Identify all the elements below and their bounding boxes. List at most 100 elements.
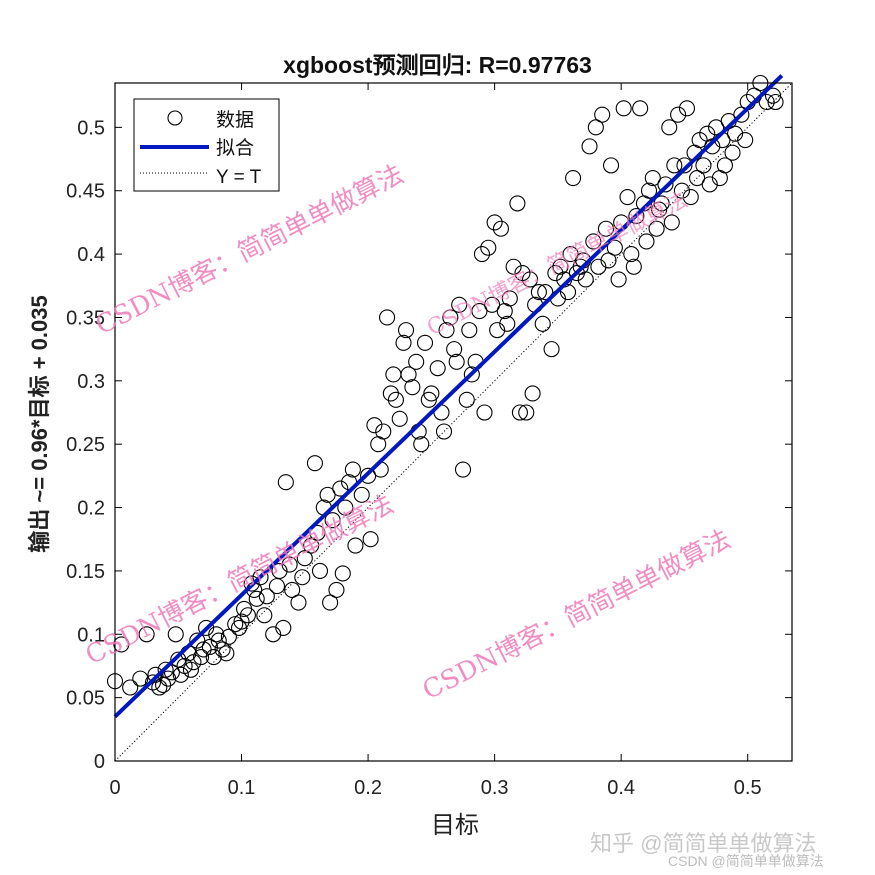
data-point — [628, 208, 645, 225]
data-point — [192, 649, 210, 666]
y-axis-label: 输出 ~= 0.96*目标 + 0.035 — [27, 295, 52, 553]
data-point — [704, 138, 721, 155]
data-point — [400, 366, 417, 383]
data-point — [600, 252, 617, 269]
watermark-zhihu: 知乎 @简简单单做算法 — [590, 831, 817, 856]
data-point — [758, 93, 775, 111]
y-tick-label: 0.05 — [66, 688, 105, 710]
data-point — [666, 157, 683, 174]
data-point — [499, 315, 516, 332]
data-point — [673, 182, 690, 199]
data-point — [565, 169, 582, 187]
data-point — [522, 271, 539, 288]
fit-line — [113, 74, 784, 719]
data-point — [332, 480, 349, 497]
data-point — [391, 410, 408, 427]
data-point — [587, 119, 604, 136]
data-point — [701, 176, 718, 193]
y-tick-label: 0.25 — [66, 434, 105, 456]
data-point — [144, 674, 162, 691]
data-point — [311, 562, 329, 579]
data-point — [132, 670, 149, 687]
data-point — [670, 106, 687, 123]
data-point — [524, 385, 541, 402]
data-point — [476, 404, 493, 421]
data-point — [416, 334, 434, 351]
data-point — [552, 258, 569, 275]
y-tick-label: 0.3 — [77, 371, 105, 393]
data-point — [344, 461, 361, 478]
data-point — [594, 106, 611, 123]
axes-frame — [114, 82, 793, 762]
data-point — [337, 499, 354, 516]
data-point — [562, 246, 579, 263]
data-point — [233, 613, 250, 630]
data-point — [220, 628, 237, 645]
data-point — [294, 569, 311, 586]
data-point — [461, 322, 478, 339]
data-point — [435, 423, 453, 440]
data-point — [172, 666, 189, 683]
data-point — [404, 379, 421, 396]
data-point — [727, 125, 744, 142]
data-point — [653, 195, 670, 212]
data-point — [252, 569, 269, 586]
data-point — [265, 626, 282, 643]
x-tick-label: 0.3 — [481, 777, 509, 799]
data-point — [505, 258, 522, 275]
data-point — [306, 455, 323, 472]
data-point — [182, 661, 199, 678]
data-point — [764, 87, 782, 104]
data-point — [537, 284, 554, 301]
data-point — [676, 157, 693, 174]
data-point — [353, 486, 370, 503]
data-point — [328, 581, 345, 598]
data-point — [375, 423, 392, 440]
data-point — [733, 106, 750, 123]
data-point — [581, 138, 598, 155]
data-point — [644, 169, 661, 187]
data-point — [492, 220, 510, 237]
data-point — [446, 341, 463, 358]
data-point — [585, 233, 602, 250]
data-point — [610, 271, 627, 288]
data-point — [625, 258, 642, 275]
data-point — [486, 214, 503, 231]
data-point — [248, 590, 265, 607]
data-point — [138, 626, 155, 643]
chart-title: xgboost预测回归: R=0.97763 — [283, 52, 592, 78]
data-point — [122, 679, 139, 696]
data-point — [663, 214, 680, 231]
data-point — [463, 366, 480, 383]
legend-label: 数据 — [216, 109, 254, 131]
data-point — [208, 626, 225, 643]
y-tick-label: 0.35 — [66, 307, 105, 329]
data-point — [501, 290, 518, 307]
legend-label: 拟合 — [216, 137, 254, 159]
data-point — [163, 664, 180, 681]
data-point — [767, 93, 784, 111]
data-point — [218, 645, 235, 662]
data-point — [277, 474, 294, 491]
data-point — [682, 189, 699, 206]
data-point — [284, 581, 301, 598]
data-point — [559, 284, 577, 301]
data-point — [737, 131, 754, 149]
data-point — [632, 100, 649, 117]
data-point — [657, 176, 674, 193]
data-point — [319, 486, 336, 503]
data-point — [716, 157, 733, 174]
legend-marker-icon — [167, 110, 183, 126]
data-point — [113, 636, 130, 653]
x-tick-label: 0 — [109, 777, 120, 799]
x-tick-label: 0.1 — [228, 777, 256, 799]
data-point — [543, 341, 560, 358]
data-point — [210, 632, 227, 649]
data-point — [170, 651, 187, 668]
data-point — [708, 119, 725, 136]
data-point — [334, 565, 351, 582]
data-point — [638, 233, 655, 250]
data-point — [689, 169, 706, 187]
data-point — [420, 391, 437, 408]
